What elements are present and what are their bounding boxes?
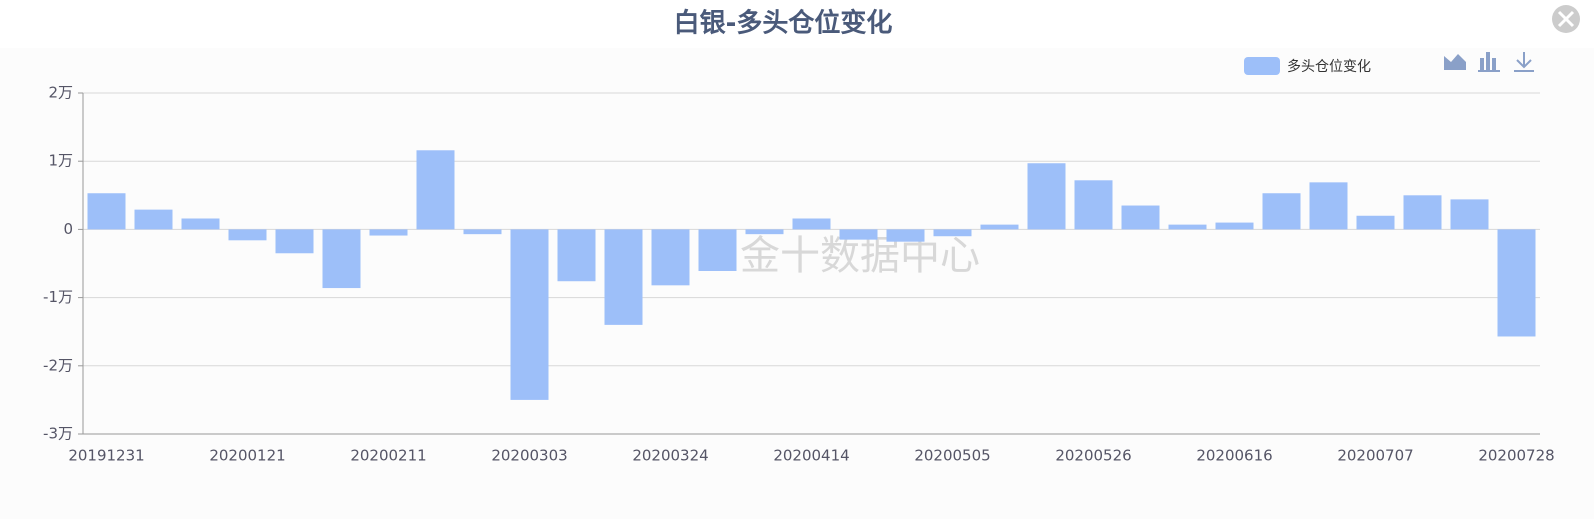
close-button[interactable]: [1552, 5, 1580, 33]
x-tick-label: 20200526: [1055, 447, 1131, 465]
x-tick-label: 20200211: [350, 447, 426, 465]
bar: [1074, 180, 1113, 230]
chart-title: 白银-多头仓位变化: [674, 8, 893, 39]
x-tick-label: 20200728: [1478, 447, 1554, 465]
bar: [557, 229, 596, 282]
bar: [1497, 229, 1536, 337]
bar: [275, 229, 314, 254]
x-tick-label: 20200707: [1337, 447, 1413, 465]
legend-swatch: [1244, 57, 1280, 75]
bar: [1403, 195, 1442, 230]
bar: [980, 224, 1019, 230]
y-tick-label: 2万: [48, 84, 73, 102]
x-tick-label: 20200324: [632, 447, 708, 465]
toolbox[interactable]: [1444, 52, 1534, 72]
bar: [698, 229, 737, 272]
bar: [604, 229, 643, 325]
bar: [87, 193, 126, 230]
bar: [1309, 182, 1348, 230]
bar: [651, 229, 690, 286]
bar: [792, 218, 831, 230]
bar: [1121, 205, 1160, 230]
watermark: 金十数据中心: [740, 233, 980, 279]
bar: [1215, 222, 1254, 230]
x-tick-label: 20200121: [209, 447, 285, 465]
bar: [745, 229, 784, 235]
y-tick-label: 1万: [48, 152, 73, 170]
bar: [369, 229, 408, 236]
x-tick-label: 20200505: [914, 447, 990, 465]
y-tick-label: 0: [63, 220, 73, 238]
y-tick-label: -3万: [43, 425, 73, 443]
x-tick-label: 20191231: [68, 447, 144, 465]
bar: [510, 229, 549, 400]
legend-label: 多头仓位变化: [1287, 58, 1371, 75]
bar: [416, 150, 455, 230]
y-tick-label: -1万: [43, 288, 73, 306]
bar: [1356, 215, 1395, 230]
bar: [463, 229, 502, 235]
bar: [1450, 199, 1489, 230]
bar: [322, 229, 361, 289]
bar: [1262, 193, 1301, 230]
bar: [933, 229, 972, 237]
bar: [1168, 224, 1207, 230]
bar: [134, 209, 173, 230]
bar: [228, 229, 267, 241]
x-tick-label: 20200414: [773, 447, 849, 465]
bar: [839, 229, 878, 240]
x-tick-label: 20200616: [1196, 447, 1272, 465]
plot-background: [0, 48, 1594, 519]
bar: [181, 218, 220, 230]
bar: [886, 229, 925, 242]
y-tick-label: -2万: [43, 356, 73, 374]
bar: [1027, 163, 1066, 230]
x-tick-label: 20200303: [491, 447, 567, 465]
